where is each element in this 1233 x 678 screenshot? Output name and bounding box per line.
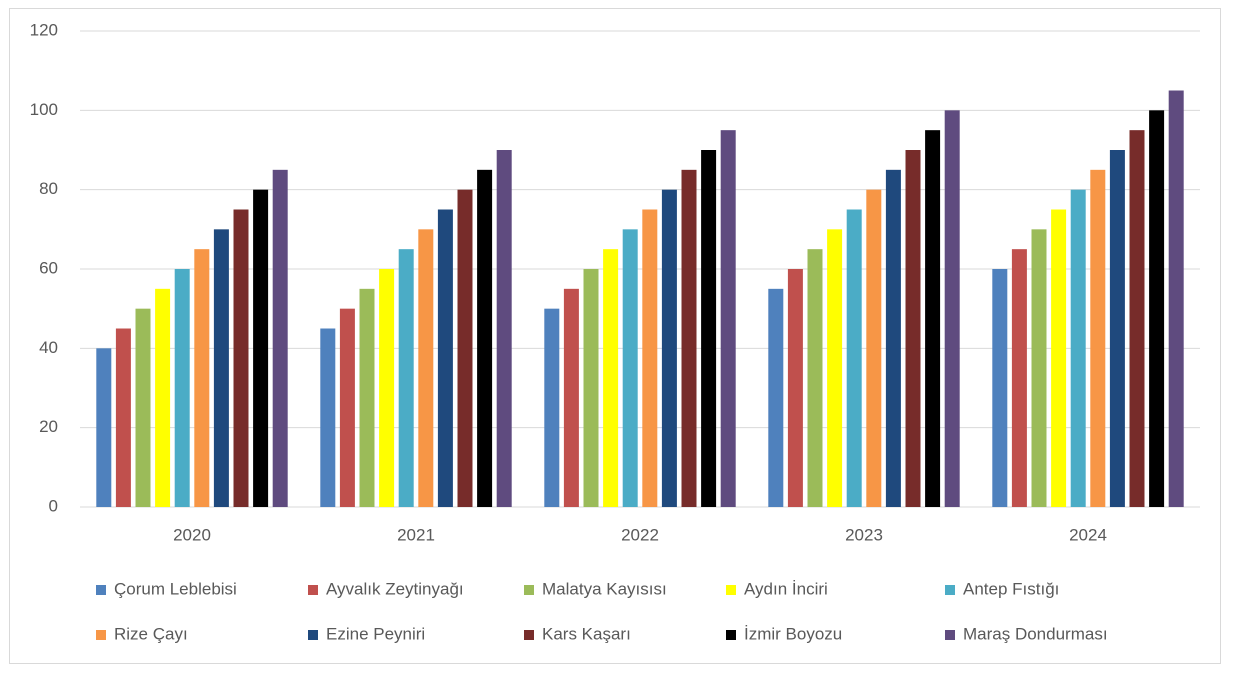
legend-label: Ayvalık Zeytinyağı <box>326 579 464 598</box>
legend-label: İzmir Boyozu <box>744 624 842 643</box>
bar <box>174 269 190 507</box>
bar <box>135 308 151 507</box>
bar <box>320 328 336 507</box>
bar <box>398 249 414 507</box>
legend-label: Antep Fıstığı <box>963 579 1059 598</box>
bar <box>155 288 171 507</box>
bar <box>925 130 941 507</box>
bar <box>681 169 697 508</box>
bar <box>944 110 960 507</box>
bar <box>720 130 736 507</box>
x-tick-label: 2024 <box>1069 525 1107 544</box>
bar <box>642 209 658 507</box>
bar <box>379 269 395 507</box>
y-tick-label: 20 <box>39 417 58 436</box>
bar <box>846 209 862 507</box>
bar <box>701 150 717 507</box>
bar <box>1149 110 1165 507</box>
legend-swatch <box>96 630 106 640</box>
legend-label: Ezine Peyniri <box>326 624 425 643</box>
legend-label: Aydın İnciri <box>744 579 828 598</box>
bar <box>827 229 843 508</box>
legend-label: Maraş Dondurması <box>963 624 1108 643</box>
bar <box>768 288 784 507</box>
bar <box>272 169 288 508</box>
bar <box>359 288 375 507</box>
y-tick-label: 100 <box>30 100 58 119</box>
bar <box>622 229 638 508</box>
bar <box>115 328 131 507</box>
bar <box>339 308 355 507</box>
y-tick-label: 40 <box>39 338 58 357</box>
bar <box>905 150 921 507</box>
bar <box>866 189 882 507</box>
bar <box>583 269 599 507</box>
bar <box>544 308 560 507</box>
legend-swatch <box>524 585 534 595</box>
legend-swatch <box>308 630 318 640</box>
legend-swatch <box>524 630 534 640</box>
y-tick-label: 120 <box>30 20 58 39</box>
x-tick-label: 2020 <box>173 525 211 544</box>
legend-swatch <box>945 585 955 595</box>
x-tick-label: 2021 <box>397 525 435 544</box>
bar <box>1011 249 1027 507</box>
y-tick-label: 80 <box>39 179 58 198</box>
bar <box>253 189 269 507</box>
y-tick-label: 0 <box>49 496 58 515</box>
legend-swatch <box>308 585 318 595</box>
bar <box>418 229 434 508</box>
bar <box>213 229 229 508</box>
legend-swatch <box>726 630 736 640</box>
bar <box>496 150 512 507</box>
bar <box>885 169 901 508</box>
bar <box>603 249 619 507</box>
bar <box>437 209 453 507</box>
bar <box>1129 130 1145 507</box>
bar <box>457 189 473 507</box>
legend-label: Çorum Leblebisi <box>114 579 237 598</box>
bar <box>1031 229 1047 508</box>
legend-label: Kars Kaşarı <box>542 624 631 643</box>
bar <box>477 169 493 508</box>
bar <box>1051 209 1067 507</box>
legend-swatch <box>726 585 736 595</box>
bar <box>563 288 579 507</box>
bar <box>1109 150 1125 507</box>
bar <box>1090 169 1106 508</box>
bar <box>1168 90 1184 507</box>
bar <box>1070 189 1086 507</box>
bar <box>233 209 249 507</box>
x-tick-label: 2023 <box>845 525 883 544</box>
legend-label: Rize Çayı <box>114 624 188 643</box>
y-tick-label: 60 <box>39 258 58 277</box>
bar <box>787 269 803 507</box>
legend-swatch <box>945 630 955 640</box>
legend-swatch <box>96 585 106 595</box>
bar <box>194 249 210 507</box>
bar <box>992 269 1008 507</box>
bar <box>661 189 677 507</box>
bar <box>807 249 823 507</box>
x-tick-label: 2022 <box>621 525 659 544</box>
bar <box>96 348 112 507</box>
legend-label: Malatya Kayısısı <box>542 579 667 598</box>
